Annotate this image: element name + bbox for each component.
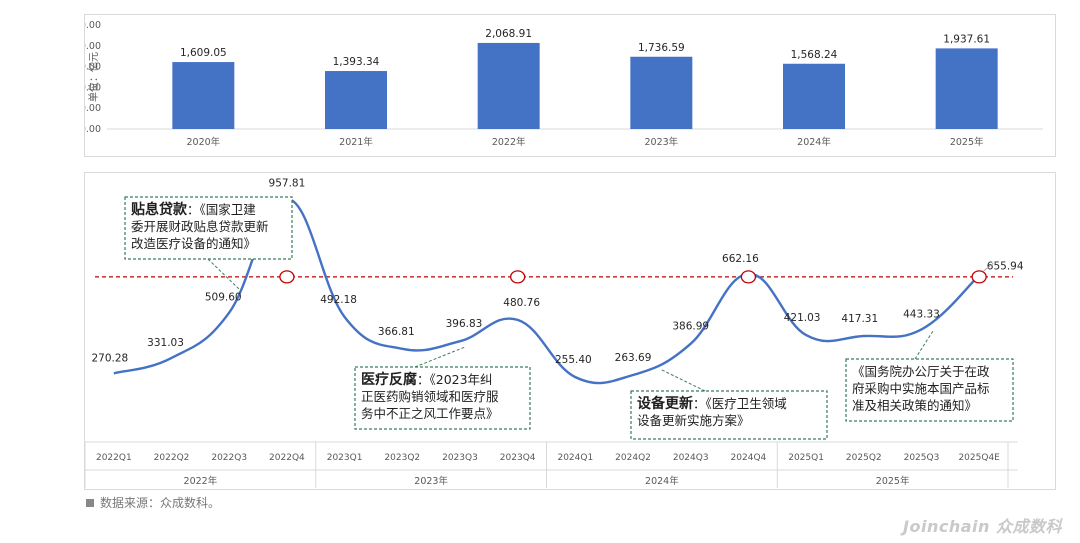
annotation-text-line: 委开展财政贴息贷款更新: [131, 219, 269, 234]
line-value-label: 366.81: [378, 326, 415, 338]
annotation-leader-line: [659, 368, 706, 392]
line-x-tick-label: 2022Q4: [269, 453, 305, 463]
annotation-text-line: 准及相关政策的通知》: [852, 398, 977, 413]
line-x-tick-label: 2025Q1: [788, 453, 824, 463]
year-group-label: 2022年: [184, 475, 218, 487]
line-value-label: 386.99: [672, 321, 709, 333]
bar-y-tick-label: 1,500.00: [85, 62, 101, 73]
reference-marker-circle: [510, 270, 526, 284]
annotation-leader-line: [207, 258, 240, 290]
line-x-tick-label: 2024Q2: [615, 453, 651, 463]
line-value-label: 509.60: [205, 292, 242, 304]
line-value-label: 331.03: [147, 337, 184, 349]
bar: [783, 63, 845, 129]
bar: [935, 48, 998, 129]
line-value-label: 396.83: [446, 318, 483, 330]
data-source-note: 数据来源：众成数科。: [86, 494, 220, 511]
line-x-tick-label: 2025Q3: [904, 453, 940, 463]
quarterly-line-chart: 单位：亿元01002003004005006007008009001,00020…: [13, 178, 1024, 488]
bar-y-tick-label: 0.00: [85, 124, 101, 135]
annotation-text-line: 改造医疗设备的通知》: [131, 236, 256, 251]
bar-y-tick-label: 500.00: [85, 103, 101, 114]
line-x-tick-label: 2023Q4: [500, 453, 536, 463]
annotation-leader-line: [414, 346, 466, 368]
bar-x-tick-label: 2021年: [339, 136, 373, 148]
annotation-text-line: 务中不正之风工作要点》: [361, 406, 499, 421]
annotation-text-line: 设备更新：《医疗卫生领域: [637, 395, 787, 412]
reference-marker-circle: [971, 270, 987, 284]
annotation-text-line: 医疗反腐：《2023年纠: [361, 371, 493, 388]
annotation-box: [354, 366, 531, 430]
line-x-tick-label: 2025Q2: [846, 453, 882, 463]
annotation-text-line: 《国务院办公厅关于在政: [852, 364, 990, 379]
label-leader-line: [982, 263, 994, 272]
bar-x-tick-label: 2020年: [186, 136, 220, 148]
line-value-label: 417.31: [841, 313, 878, 325]
line-x-tick-label: 2022Q1: [96, 453, 132, 463]
annotation-title: 设备更新: [637, 395, 693, 412]
data-source-text: 数据来源：众成数科。: [100, 496, 221, 510]
annotation-box: [124, 196, 293, 260]
annotation-leader-line: [914, 330, 934, 360]
line-value-label: 255.40: [555, 354, 592, 366]
line-value-label: 957.81: [269, 178, 306, 190]
annotation-title: 医疗反腐: [361, 371, 417, 388]
annotation-text-line: 设备更新实施方案》: [637, 413, 750, 428]
year-group-label: 2024年: [645, 475, 679, 487]
bullet-square-icon: [86, 498, 94, 507]
bar-value-label: 2,068.91: [485, 28, 532, 40]
bar-x-tick-label: 2023年: [644, 136, 678, 148]
bar: [630, 56, 693, 129]
line-value-label: 263.69: [615, 352, 652, 364]
annotation-title: 贴息贷款: [131, 201, 188, 218]
annotation-box: [845, 358, 1014, 422]
bar-x-tick-label: 2022年: [492, 136, 526, 148]
bar-y-tick-label: 2,000.00: [85, 41, 101, 52]
bar: [325, 71, 387, 129]
line-x-tick-label: 2024Q3: [673, 453, 709, 463]
bar-y-axis-title: 单位：亿元: [87, 52, 100, 102]
quarterly-line-chart-panel: 单位：亿元01002003004005006007008009001,00020…: [13, 172, 1056, 490]
year-group-label: 2025年: [876, 475, 910, 487]
line-x-tick-label: 2024Q4: [731, 453, 767, 463]
bar-value-label: 1,937.61: [943, 33, 990, 45]
line-x-tick-label: 2023Q1: [327, 453, 363, 463]
annual-bar-chart: 单位：亿元 0.00 500.00 1,000.00 1,500.00 2,000.00 2…: [59, 20, 1043, 148]
line-value-label: 662.16: [722, 253, 759, 265]
bar: [477, 42, 540, 129]
bar-y-tick-label: 2,500.00: [85, 20, 101, 31]
line-x-tick-label: 2025Q4E: [958, 453, 1000, 463]
reference-marker-circle: [740, 270, 757, 284]
line-value-label: 492.18: [320, 294, 357, 306]
line-x-tick-label: 2023Q2: [384, 453, 420, 463]
bar-y-tick-label: 1,000.00: [85, 82, 101, 93]
bar-value-label: 1,609.05: [180, 47, 227, 59]
annotation-text: ：《2023年纠: [417, 372, 493, 387]
bar-value-label: 1,736.59: [638, 42, 685, 54]
line-value-label: 421.03: [784, 312, 821, 324]
bar-x-tick-label: 2025年: [950, 136, 984, 148]
line-value-label: 270.28: [91, 352, 128, 364]
bar: [172, 62, 235, 129]
annotation-text: ：《医疗卫生领域: [693, 396, 787, 411]
annual-bar-chart-panel: 单位：亿元 0.00 500.00 1,000.00 1,500.00 2,000.00 2…: [59, 14, 1056, 157]
annotation-box: [630, 390, 828, 440]
line-value-label: 443.33: [903, 308, 940, 320]
annotation-text-line: 正医药购销领域和医疗服: [361, 389, 499, 404]
annotation-text-line: 贴息贷款：《国家卫建: [131, 201, 256, 218]
line-value-label: 480.76: [503, 297, 540, 309]
year-group-label: 2023年: [414, 475, 448, 487]
reference-marker-circle: [279, 270, 295, 284]
bar-value-label: 1,393.34: [333, 56, 380, 68]
line-x-tick-label: 2022Q2: [154, 453, 190, 463]
brand-watermark: Joinchain 众成数科: [903, 517, 1062, 536]
line-value-label: 655.94: [987, 260, 1024, 272]
line-x-tick-label: 2023Q3: [442, 453, 478, 463]
annotation-text-line: 府采购中实施本国产品标: [852, 381, 990, 396]
bar-value-label: 1,568.24: [791, 49, 838, 61]
line-x-tick-label: 2024Q1: [557, 453, 593, 463]
bar-x-tick-label: 2024年: [797, 136, 831, 148]
annotation-text: ：《国家卫建: [187, 202, 256, 217]
line-x-tick-label: 2022Q3: [211, 453, 247, 463]
